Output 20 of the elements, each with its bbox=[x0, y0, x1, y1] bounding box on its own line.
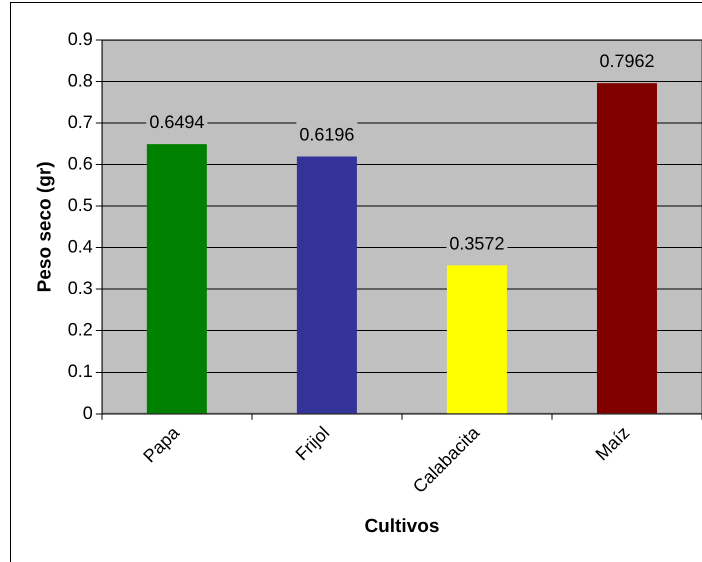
bar bbox=[296, 156, 357, 414]
x-axis-title: Cultivos bbox=[364, 516, 440, 537]
y-tick-label: 0.5 bbox=[68, 195, 93, 216]
bar bbox=[596, 83, 657, 414]
y-tick-label: 0.2 bbox=[68, 320, 93, 340]
y-tick-label: 0.1 bbox=[68, 361, 93, 382]
data-label: 0.7962 bbox=[599, 51, 655, 72]
y-tick-label: 0.9 bbox=[68, 28, 93, 49]
bar bbox=[146, 144, 207, 414]
data-label: 0.6196 bbox=[299, 124, 354, 144]
y-tick-label: 0.8 bbox=[68, 70, 93, 90]
y-tick-label: 0.6 bbox=[68, 154, 93, 174]
y-tick-label: 0.7 bbox=[68, 112, 93, 132]
bar bbox=[446, 265, 507, 414]
y-axis-title: Peso seco (gr) bbox=[34, 161, 56, 292]
y-tick-label: 0.3 bbox=[68, 278, 93, 298]
data-label: 0.6494 bbox=[149, 112, 204, 132]
y-tick-label: 0.4 bbox=[68, 236, 93, 257]
data-label: 0.3572 bbox=[449, 233, 504, 254]
y-tick-label: 0 bbox=[82, 402, 93, 423]
